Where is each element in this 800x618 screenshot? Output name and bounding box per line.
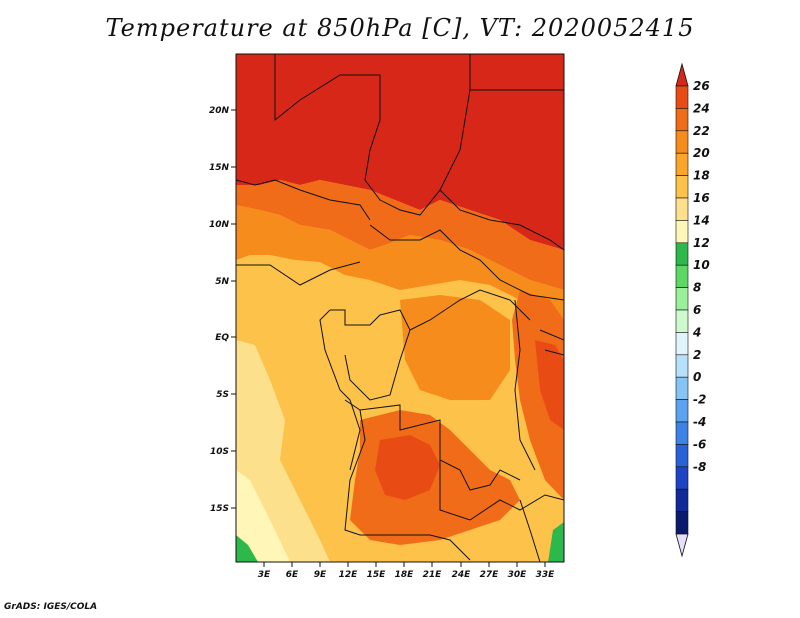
footer-credit: GrADS: IGES/COLA xyxy=(4,602,98,612)
map-title: Temperature at 850hPa [C], VT: 202005241… xyxy=(105,14,695,42)
colorbar-swatch xyxy=(675,488,689,512)
border-path xyxy=(439,460,564,521)
colorbar-swatch xyxy=(675,354,689,378)
colorbar-swatch xyxy=(675,197,689,221)
border-path xyxy=(330,309,411,401)
field-east-red xyxy=(535,340,564,430)
longitude-axis: 3E 6E 9E 12E 15E 18E 21E 24E 27E 30E 33E xyxy=(258,562,555,580)
colorbar-swatch xyxy=(675,108,689,132)
lat-label: 10S xyxy=(210,447,229,457)
map-frame xyxy=(235,53,565,563)
field-green-sw xyxy=(236,535,258,562)
country-borders xyxy=(236,54,564,562)
lat-label: 5N xyxy=(215,277,229,287)
colorbar-swatch xyxy=(675,130,689,154)
lon-label: 18E xyxy=(395,570,415,580)
colorbar-swatch xyxy=(675,152,689,176)
field-north-orange xyxy=(236,180,564,290)
border-path xyxy=(409,289,531,331)
lon-label: 27E xyxy=(480,570,500,580)
border-path xyxy=(369,224,564,301)
lon-label: 9E xyxy=(314,570,327,580)
lon-label: 21E xyxy=(423,570,443,580)
colorbar-swatch xyxy=(675,220,689,244)
colorbar-swatch xyxy=(675,399,689,423)
latitude-axis: 20N 15N 10N 5N EQ 5S 10S 15S xyxy=(209,106,236,514)
lon-label: 33E xyxy=(536,570,556,580)
border-path xyxy=(439,189,564,251)
field-east-hot xyxy=(512,290,564,500)
colorbar-label: 6 xyxy=(693,303,701,317)
lat-label: 15S xyxy=(210,504,229,514)
border-path xyxy=(344,409,471,561)
lon-label: 24E xyxy=(452,570,472,580)
border-path xyxy=(236,261,361,286)
colorbar-label: 8 xyxy=(693,281,701,295)
colorbar-swatch xyxy=(675,511,689,535)
colorbar-swatch xyxy=(675,332,689,356)
lat-label: 15N xyxy=(209,163,230,173)
field-coast-pale xyxy=(236,470,290,562)
border-path xyxy=(319,309,361,471)
colorbar-swatch xyxy=(675,309,689,333)
colorbar-swatch xyxy=(675,175,689,199)
border-path xyxy=(519,499,541,562)
colorbar-label: 22 xyxy=(693,124,710,138)
colorbar-label: 4 xyxy=(692,325,701,339)
lat-label: 10N xyxy=(209,220,230,230)
colorbar-label: -4 xyxy=(693,415,706,429)
colorbar-label: 10 xyxy=(693,258,710,272)
colorbar-swatch xyxy=(675,444,689,468)
colorbar-bottom-arrow xyxy=(675,533,689,558)
colorbar-label: 18 xyxy=(693,169,710,183)
colorbar-label: 24 xyxy=(693,101,710,115)
colorbar-label: 12 xyxy=(693,236,710,250)
temperature-field xyxy=(236,54,564,562)
colorbar-swatch xyxy=(675,466,689,490)
colorbar-swatch xyxy=(675,85,689,109)
lon-label: 6E xyxy=(286,570,299,580)
field-green-se xyxy=(548,522,564,562)
lat-label: EQ xyxy=(215,333,229,343)
colorbar-swatch xyxy=(675,421,689,445)
border-path xyxy=(544,349,564,356)
colorbar-swatch xyxy=(675,376,689,400)
lon-label: 3E xyxy=(258,570,271,580)
colorbar-label: -2 xyxy=(693,393,706,407)
lon-label: 15E xyxy=(367,570,387,580)
colorbar-label: 0 xyxy=(693,370,701,384)
colorbar-label: 2 xyxy=(693,348,701,362)
lat-label: 5S xyxy=(216,390,229,400)
colorbar-top-arrow xyxy=(675,62,689,87)
colorbar-swatch xyxy=(675,242,689,266)
field-south-red xyxy=(375,435,440,500)
lon-label: 12E xyxy=(339,570,359,580)
field-sahel xyxy=(236,205,564,330)
colorbar-label: 16 xyxy=(693,191,710,205)
colorbar-swatch xyxy=(675,264,689,288)
field-north-hot xyxy=(236,54,564,250)
colorbar-label: -6 xyxy=(693,437,706,451)
colorbar-swatch xyxy=(675,287,689,311)
border-path xyxy=(236,179,371,221)
colorbar-label: 20 xyxy=(693,146,710,160)
colorbar-label: 26 xyxy=(693,79,710,93)
border-path xyxy=(514,299,536,471)
border-path xyxy=(274,54,471,216)
lon-label: 30E xyxy=(508,570,528,580)
border-path xyxy=(539,329,564,341)
colorbar-label: 14 xyxy=(693,213,710,227)
colorbar-label: -8 xyxy=(693,460,706,474)
lat-label: 20N xyxy=(209,106,230,116)
